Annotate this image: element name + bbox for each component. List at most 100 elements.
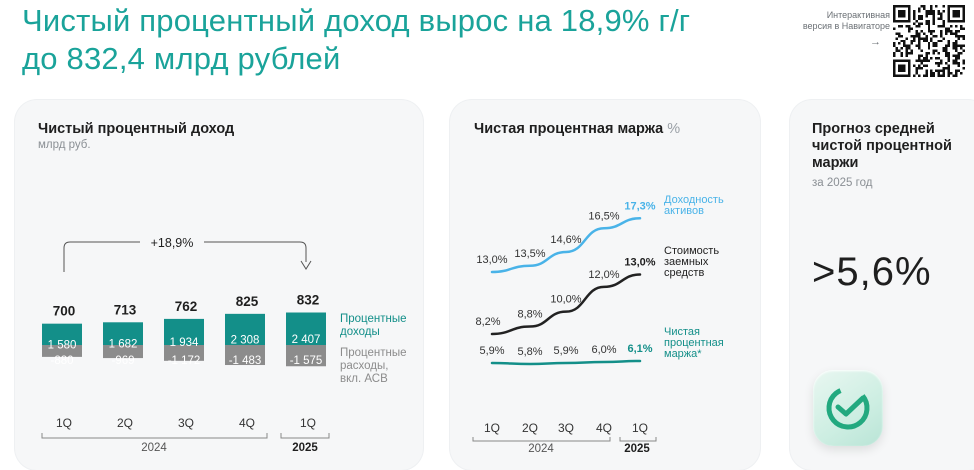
qr-module: [940, 34, 943, 38]
qr-module: [927, 29, 931, 33]
qr-module: [945, 32, 948, 35]
qr-module: [905, 5, 908, 8]
qr-module: [957, 44, 961, 48]
qr-module: [905, 44, 908, 48]
arrow-right-icon[interactable]: →: [870, 36, 881, 48]
qr-module: [940, 59, 943, 63]
qr-module: [952, 32, 956, 35]
qr-module: [912, 14, 916, 18]
qr-module: [945, 29, 948, 33]
qr-module: [893, 44, 896, 48]
qr-module: [962, 14, 965, 18]
qr-module: [905, 37, 908, 40]
qr-module: [932, 42, 936, 45]
forecast-title: Прогноз средней чистой процентной маржи: [812, 121, 952, 172]
qr-module: [947, 17, 951, 20]
qr-module: [952, 44, 956, 48]
qr-module: [935, 62, 938, 65]
qr-module: [947, 72, 951, 75]
qr-module: [893, 59, 896, 63]
qr-module: [955, 12, 958, 15]
qr-module: [893, 5, 896, 8]
qr-module: [902, 42, 906, 45]
qr-module: [950, 29, 953, 33]
qr-code[interactable]: [893, 5, 965, 77]
qr-module: [910, 34, 913, 38]
qr-module: [935, 69, 938, 73]
qr-module: [940, 14, 943, 18]
qr-module: [957, 64, 961, 68]
qr-module: [907, 72, 911, 75]
qr-module: [942, 49, 946, 53]
qr-module: [960, 44, 963, 48]
qr-module: [900, 69, 903, 73]
qr-module: [925, 9, 928, 13]
qr-module: [960, 24, 963, 28]
qr-module: [955, 34, 958, 38]
qr-module: [952, 62, 956, 65]
qr-module: [955, 9, 958, 13]
qr-module: [932, 72, 936, 75]
qr-module: [947, 7, 951, 10]
qr-module: [957, 57, 961, 60]
qr-module: [917, 47, 921, 50]
qr-module: [893, 17, 896, 20]
qr-module: [905, 49, 908, 53]
qr-module: [962, 12, 965, 15]
qr-module: [905, 74, 908, 77]
qr-module: [897, 42, 901, 45]
qr-module: [937, 74, 941, 77]
qr-module: [920, 22, 923, 25]
qr-module: [930, 37, 933, 40]
qr-module: [945, 44, 948, 48]
qr-module: [897, 9, 901, 13]
qr-module: [893, 27, 896, 30]
qr-module: [910, 42, 913, 45]
navigator-link[interactable]: Интерактивная версия в Навигаторе: [790, 10, 890, 32]
qr-module: [930, 74, 933, 77]
qr-module: [900, 64, 903, 68]
qr-module: [917, 9, 921, 13]
qr-module: [945, 49, 948, 53]
qr-module: [937, 62, 941, 65]
qr-module: [930, 39, 933, 43]
qr-module: [947, 64, 951, 68]
qr-module: [922, 32, 926, 35]
qr-module: [932, 34, 936, 38]
qr-module: [897, 69, 901, 73]
qr-module: [902, 9, 906, 13]
qr-module: [907, 24, 911, 28]
qr-module: [907, 62, 911, 65]
sber-check-icon: [826, 386, 870, 430]
qr-module: [895, 59, 898, 63]
qr-module: [927, 52, 931, 55]
qr-module: [920, 29, 923, 33]
qr-module: [955, 49, 958, 53]
qr-module: [917, 42, 921, 45]
qr-module: [897, 59, 901, 63]
qr-module: [917, 64, 921, 68]
qr-module: [962, 62, 965, 65]
qr-module: [927, 19, 931, 23]
qr-module: [912, 22, 916, 25]
qr-module: [962, 67, 965, 70]
qr-module: [925, 52, 928, 55]
qr-module: [922, 64, 926, 68]
qr-module: [947, 39, 951, 43]
qr-module: [912, 74, 916, 77]
margin-title-text: Чистая процентная маржа: [474, 121, 664, 137]
qr-module: [912, 9, 916, 13]
qr-module: [942, 72, 946, 75]
qr-module: [915, 24, 918, 28]
qr-module: [957, 62, 961, 65]
qr-module: [902, 44, 906, 48]
qr-module: [910, 52, 913, 55]
nii-subtitle: млрд руб.: [38, 139, 91, 151]
qr-module: [962, 44, 965, 48]
qr-module: [900, 14, 903, 18]
qr-module: [907, 27, 911, 30]
qr-module: [927, 59, 931, 63]
qr-module: [932, 74, 936, 77]
qr-module: [900, 54, 903, 58]
qr-module: [907, 52, 911, 55]
